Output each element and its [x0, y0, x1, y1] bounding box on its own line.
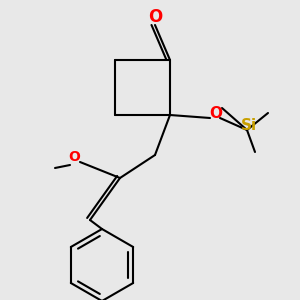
Text: O: O [148, 8, 162, 26]
Text: Si: Si [241, 118, 257, 134]
Text: O: O [209, 106, 223, 122]
Text: O: O [68, 150, 80, 164]
